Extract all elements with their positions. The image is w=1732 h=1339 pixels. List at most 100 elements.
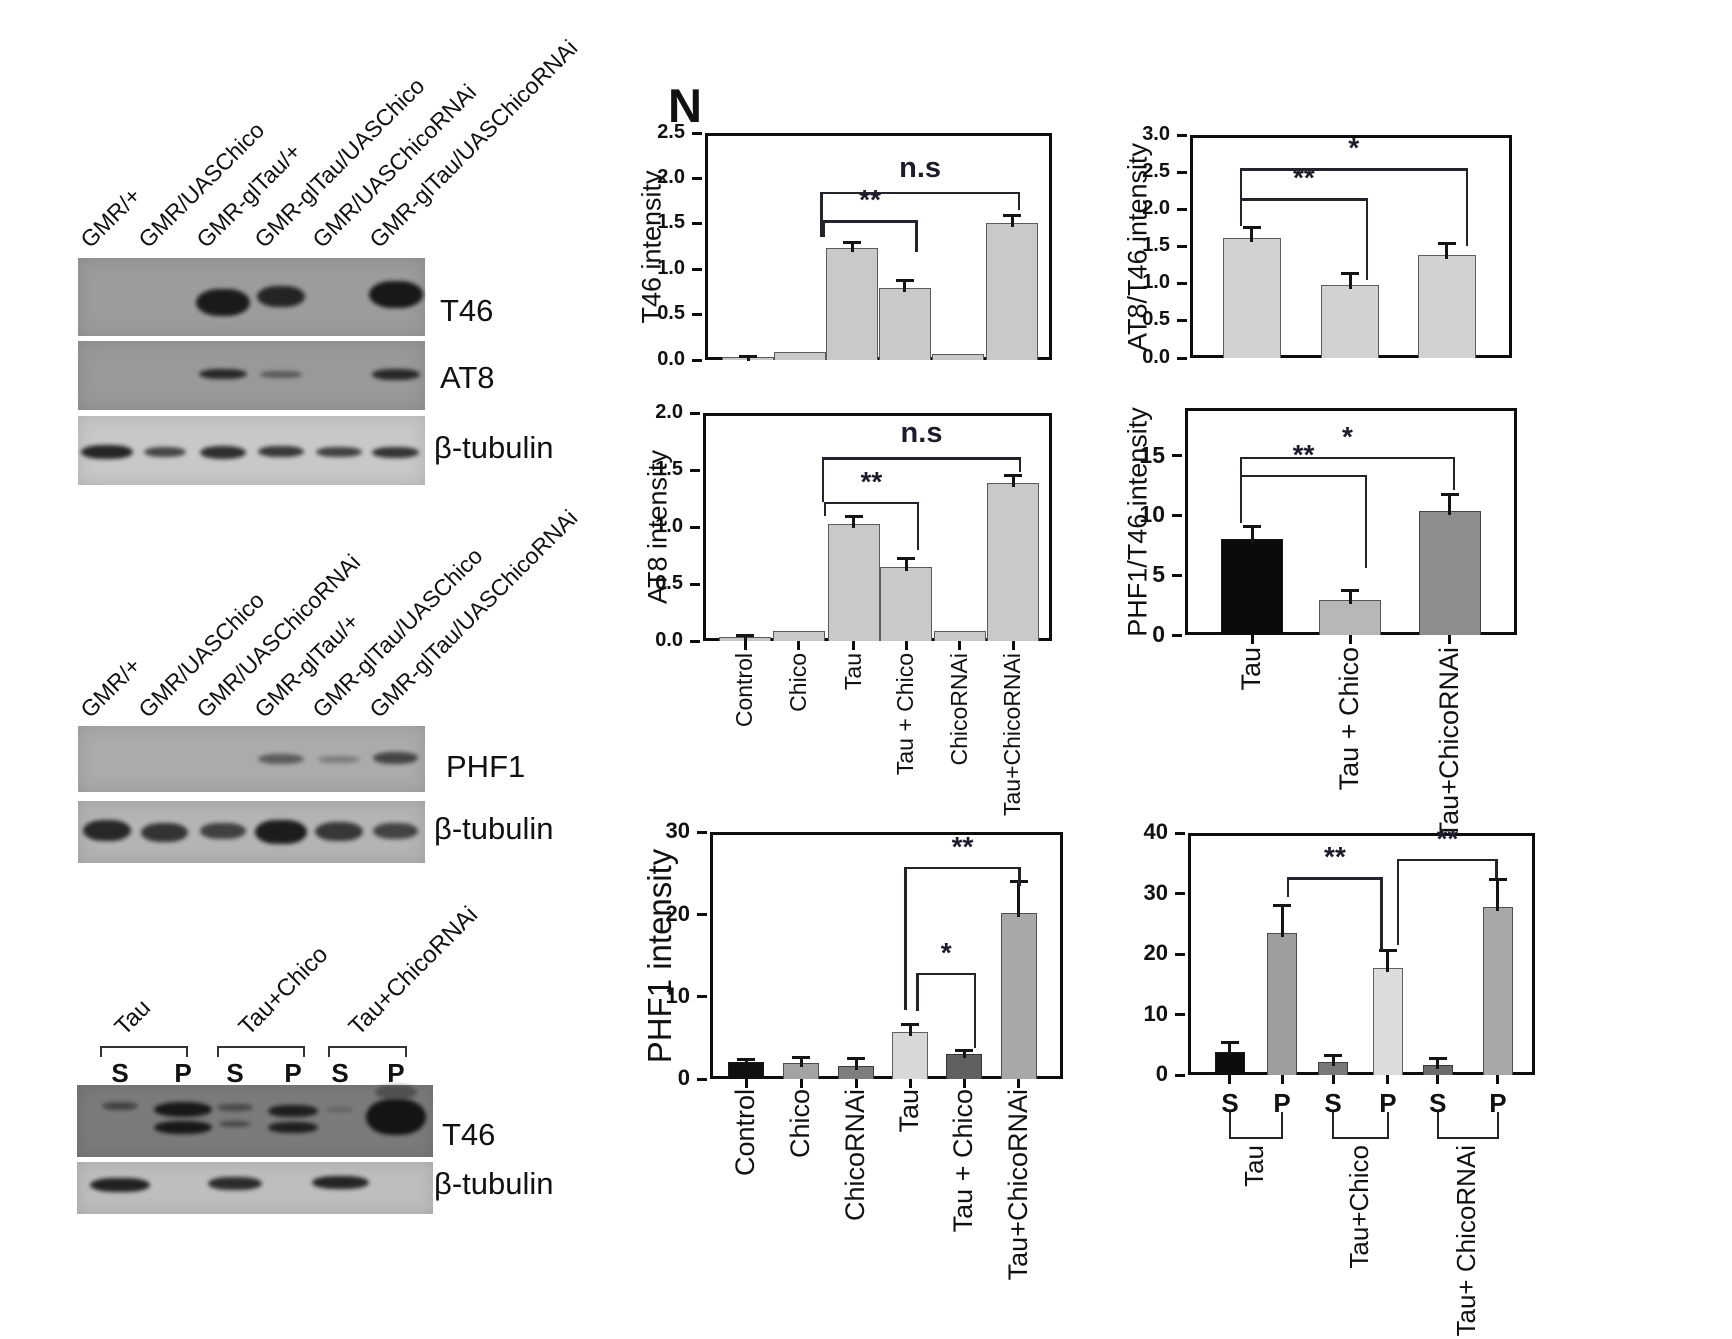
error-bar-cap	[737, 1058, 755, 1062]
error-bar-cap	[897, 556, 916, 560]
sig-label: *	[940, 936, 952, 968]
protein-band	[373, 823, 419, 840]
y-tick-label: 30	[1143, 879, 1168, 905]
sig-bracket	[904, 866, 907, 1010]
y-tick-label: 0.0	[657, 347, 685, 370]
sig-bracket	[823, 501, 827, 516]
sig-bracket	[1465, 168, 1468, 247]
group-bracket	[1281, 1112, 1284, 1137]
bar	[1418, 510, 1481, 635]
error-bar-stem	[854, 1058, 858, 1070]
error-bar-stem	[908, 1023, 912, 1037]
sig-bracket	[822, 220, 918, 223]
x-tick	[743, 641, 747, 650]
antibody-label: AT8	[440, 360, 495, 395]
x-tick-label: Tau	[1235, 647, 1266, 691]
sig-label: **	[859, 184, 881, 216]
y-tick-label: 15	[1139, 441, 1165, 468]
sig-label: *	[1348, 132, 1360, 164]
group-bracket	[1228, 1137, 1284, 1140]
y-axis-label: PHF1/T46 intensity	[1122, 406, 1153, 637]
blot-strip-β-tubulin	[78, 801, 425, 863]
x-tick	[1436, 1075, 1440, 1084]
y-tick	[690, 411, 700, 415]
y-tick	[1175, 1013, 1185, 1016]
error-bar-cap	[1003, 213, 1022, 217]
sig-bracket	[1240, 474, 1367, 478]
protein-band	[199, 446, 247, 459]
x-tick	[1017, 1079, 1021, 1088]
sig-bracket	[1018, 866, 1021, 886]
error-bar-cap	[895, 279, 914, 283]
group-label: Tau	[1239, 1145, 1270, 1187]
x-tick	[1011, 641, 1015, 650]
error-bar-stem	[1228, 1041, 1232, 1056]
chart-sarkosyl-fraction-t46: 0 10 20 30 40 S P S P S P ** ** Tau Tau+Chico Tau+ Chic…	[1144, 819, 1535, 1336]
group-bracket	[1436, 1112, 1440, 1137]
y-tick-label: 20	[665, 900, 690, 926]
group-bracket	[100, 1046, 188, 1049]
y-tick-label: 1.0	[655, 514, 683, 537]
error-bar-cap	[844, 514, 863, 518]
group-bracket	[1436, 1137, 1499, 1140]
sig-bracket	[1364, 474, 1367, 569]
x-tick-label: Tau + Chico	[892, 653, 919, 776]
plot-frame	[1188, 833, 1535, 1075]
protein-band	[82, 819, 132, 841]
sig-label: **	[1436, 823, 1459, 855]
y-tick-label: 0.5	[657, 302, 685, 325]
protein-band	[196, 289, 250, 316]
antibody-label: T46	[440, 293, 494, 328]
y-tick-label: 0	[1155, 1061, 1168, 1087]
y-tick	[1175, 831, 1185, 835]
y-tick-label: 2.0	[655, 400, 683, 423]
y-tick-label: 10	[1139, 501, 1165, 528]
sig-label: **	[1292, 438, 1315, 470]
error-bar-cap	[1242, 226, 1261, 230]
y-tick-label: 20	[1143, 940, 1168, 966]
y-tick	[1175, 892, 1185, 895]
x-tick-label: Tau	[894, 1089, 925, 1133]
fraction-label: P	[174, 1058, 192, 1088]
plot-frame	[705, 133, 1052, 360]
error-bar-cap	[1324, 1054, 1343, 1058]
bar	[1319, 600, 1381, 635]
y-tick-label: 1.5	[1142, 234, 1170, 257]
y-axis-label: AT8 intensity	[642, 449, 673, 605]
x-tick	[1280, 1075, 1284, 1084]
x-tick-label: S	[1429, 1088, 1447, 1118]
bar	[933, 630, 986, 641]
sig-bracket	[1018, 457, 1022, 473]
y-tick-label: 2.5	[1142, 159, 1170, 182]
y-tick	[692, 222, 702, 226]
x-tick-label: Control	[729, 1089, 760, 1177]
x-tick-label: Chico	[784, 653, 811, 712]
group-bracket	[1332, 1137, 1389, 1140]
y-tick-label: 2.0	[1142, 196, 1170, 219]
protein-band	[200, 823, 246, 840]
sig-bracket	[916, 501, 920, 550]
x-tick	[854, 1079, 858, 1088]
protein-band	[371, 368, 421, 380]
x-tick-label: ChicoRNAi	[945, 653, 972, 766]
error-bar-stem	[1436, 1058, 1440, 1069]
error-bar-stem	[1010, 214, 1014, 227]
error-bar-stem	[1250, 227, 1254, 243]
antibody-label: T46	[442, 1117, 496, 1152]
sig-bracket	[904, 866, 1021, 869]
x-tick	[904, 641, 908, 650]
sig-label: **	[1324, 841, 1346, 873]
x-tick	[797, 641, 801, 650]
protein-band	[208, 1176, 262, 1191]
x-tick-label: Chico	[784, 1089, 815, 1159]
y-tick	[692, 313, 702, 317]
error-bar-stem	[903, 280, 907, 293]
sig-bracket	[1380, 877, 1383, 950]
plot-frame	[710, 832, 1063, 1079]
y-tick	[1172, 514, 1182, 518]
y-tick-label: 5	[1152, 561, 1165, 587]
y-tick	[690, 639, 700, 643]
protein-band	[153, 1121, 213, 1134]
